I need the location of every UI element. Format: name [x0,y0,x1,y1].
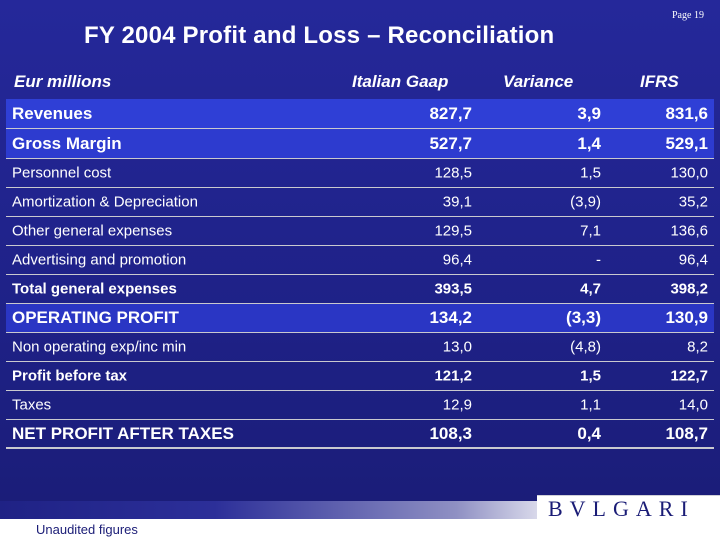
ifrs-value: 122,7 [670,367,708,385]
italian-gaap-value: 12,9 [442,396,472,414]
italian-gaap-value: 393,5 [434,280,472,298]
italian-gaap-value: 121,2 [434,367,472,385]
table-row-taxes: Taxes 12,9 1,1 14,0 [6,391,714,420]
italian-gaap-value: 13,0 [442,338,472,356]
table-row-revenues: Revenues 827,7 3,9 831,6 [6,99,714,129]
table-row-profit-before-tax: Profit before tax 121,2 1,5 122,7 [6,362,714,391]
row-label: Gross Margin [12,133,122,153]
table-row-other-general-expenses: Other general expenses 129,5 7,1 136,6 [6,217,714,246]
italian-gaap-value: 128,5 [434,164,472,182]
variance-value: 0,4 [577,423,601,443]
table-row-total-general-expenses: Total general expenses 393,5 4,7 398,2 [6,275,714,304]
variance-value: 7,1 [580,222,601,240]
ifrs-value: 14,0 [678,396,708,414]
table-row-personnel-cost: Personnel cost 128,5 1,5 130,0 [6,159,714,188]
row-label: Other general expenses [12,222,173,240]
ifrs-value: 35,2 [678,193,708,211]
row-label: Taxes [12,396,52,414]
row-label: Revenues [12,103,93,123]
row-label: Advertising and promotion [12,251,187,269]
bvlgari-logo: BVLGARI [548,496,695,521]
table-row-gross-margin: Gross Margin 527,7 1,4 529,1 [6,129,714,159]
logo-background [537,495,720,521]
ifrs-value: 136,6 [670,222,708,240]
variance-value: 1,1 [580,396,601,414]
ifrs-value: 130,9 [665,308,708,327]
slide-title: FY 2004 Profit and Loss – Reconciliation [84,22,555,49]
row-label: OPERATING PROFIT [12,308,179,327]
row-label: Total general expenses [12,280,177,298]
ifrs-value: 398,2 [670,280,708,298]
header-unit: Eur millions [14,72,112,91]
header-italian-gaap: Italian Gaap [352,72,449,91]
ifrs-value: 108,7 [665,423,708,443]
ifrs-value: 130,0 [670,164,708,182]
variance-value: 1,5 [580,367,601,385]
reconciliation-table: Revenues 827,7 3,9 831,6 Gross Margin 52… [6,99,714,449]
italian-gaap-value: 129,5 [434,222,472,240]
variance-value: - [596,251,601,269]
variance-value: 4,7 [580,280,601,298]
variance-value: (4,8) [570,338,601,356]
row-label: NET PROFIT AFTER TAXES [12,423,234,443]
row-label: Amortization & Depreciation [12,193,198,211]
header-ifrs: IFRS [640,72,679,91]
table-row-advertising: Advertising and promotion 96,4 - 96,4 [6,246,714,275]
unaudited-note: Unaudited figures [36,522,138,537]
page-number: Page 19 [672,10,704,21]
italian-gaap-value: 134,2 [429,308,472,327]
ifrs-value: 831,6 [665,103,708,123]
variance-value: (3,3) [566,308,601,327]
ifrs-value: 8,2 [687,338,708,356]
table-row-operating-profit: OPERATING PROFIT 134,2 (3,3) 130,9 [6,304,714,333]
row-label: Personnel cost [12,164,112,182]
variance-value: (3,9) [570,193,601,211]
table-row-non-operating: Non operating exp/inc min 13,0 (4,8) 8,2 [6,333,714,362]
logo-gradient-band [0,501,537,519]
ifrs-value: 529,1 [665,133,708,153]
italian-gaap-value: 96,4 [442,251,472,269]
footer-bar [0,519,720,540]
row-label: Non operating exp/inc min [12,338,187,356]
italian-gaap-value: 39,1 [442,193,472,211]
row-label: Profit before tax [12,367,128,385]
header-variance: Variance [503,72,574,91]
italian-gaap-value: 827,7 [429,103,472,123]
variance-value: 1,5 [580,164,601,182]
table-row-net-profit: NET PROFIT AFTER TAXES 108,3 0,4 108,7 [6,420,714,449]
italian-gaap-value: 527,7 [429,133,472,153]
ifrs-value: 96,4 [678,251,708,269]
italian-gaap-value: 108,3 [429,423,472,443]
variance-value: 1,4 [577,133,601,153]
table-row-amortization: Amortization & Depreciation 39,1 (3,9) 3… [6,188,714,217]
variance-value: 3,9 [577,103,601,123]
